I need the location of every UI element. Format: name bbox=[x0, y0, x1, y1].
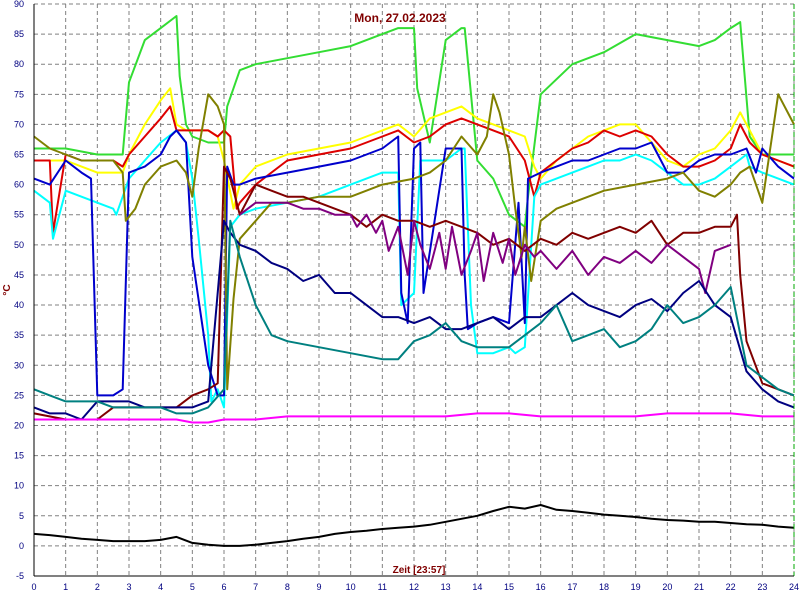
x-tick-label: 17 bbox=[567, 582, 577, 592]
y-tick-label: 40 bbox=[14, 300, 24, 310]
x-tick-label: 20 bbox=[662, 582, 672, 592]
x-tick-label: 1 bbox=[63, 582, 68, 592]
y-tick-label: 85 bbox=[14, 29, 24, 39]
tick-labels: 0 1 2 3 4 5 6 7 8 9 10 11 12 13 14 15 16 17 18 19 20 21 22 23 24… bbox=[14, 0, 799, 592]
y-axis-label: °C bbox=[2, 284, 13, 295]
x-tick-label: 14 bbox=[472, 582, 482, 592]
series-line-10 bbox=[34, 412, 794, 424]
x-tick-label: 6 bbox=[221, 582, 226, 592]
x-tick-label: 13 bbox=[441, 582, 451, 592]
series-line-0 bbox=[34, 15, 794, 228]
x-axis-label: Zeit [23:57] bbox=[393, 565, 446, 576]
series-line-5 bbox=[33, 93, 795, 391]
series-line-7 bbox=[239, 201, 732, 294]
series-line-4 bbox=[33, 129, 795, 397]
y-tick-label: 75 bbox=[14, 89, 24, 99]
x-tick-label: 23 bbox=[757, 582, 767, 592]
x-tick-label: 18 bbox=[599, 582, 609, 592]
y-tick-label: 70 bbox=[14, 119, 24, 129]
x-tick-label: 12 bbox=[409, 582, 419, 592]
x-tick-label: 24 bbox=[789, 582, 799, 592]
series-line-11 bbox=[33, 504, 795, 547]
x-tick-label: 21 bbox=[694, 582, 704, 592]
y-tick-label: -5 bbox=[16, 571, 24, 581]
series-line-9 bbox=[33, 219, 795, 415]
x-tick-label: 8 bbox=[285, 582, 290, 592]
series-line-1 bbox=[34, 87, 795, 210]
y-tick-label: 55 bbox=[14, 210, 24, 220]
x-tick-label: 19 bbox=[631, 582, 641, 592]
chart-title: Mon, 27.02.2023 bbox=[354, 11, 446, 25]
y-tick-label: 30 bbox=[14, 360, 24, 370]
y-tick-label: 45 bbox=[14, 270, 24, 280]
y-tick-label: 35 bbox=[14, 330, 24, 340]
x-tick-label: 2 bbox=[95, 582, 100, 592]
y-tick-label: 80 bbox=[14, 59, 24, 69]
x-tick-label: 15 bbox=[504, 582, 514, 592]
x-tick-label: 10 bbox=[346, 582, 356, 592]
y-tick-label: 15 bbox=[14, 451, 24, 461]
y-tick-label: 10 bbox=[14, 481, 24, 491]
y-tick-label: 90 bbox=[14, 0, 24, 9]
x-tick-label: 9 bbox=[316, 582, 321, 592]
x-tick-label: 0 bbox=[31, 582, 36, 592]
y-tick-label: 25 bbox=[14, 390, 24, 400]
y-tick-label: 60 bbox=[14, 180, 24, 190]
y-tick-label: 5 bbox=[19, 511, 24, 521]
series-line-2 bbox=[34, 105, 795, 234]
y-tick-label: 65 bbox=[14, 150, 24, 160]
x-tick-label: 4 bbox=[158, 582, 163, 592]
x-tick-label: 5 bbox=[190, 582, 195, 592]
x-tick-label: 11 bbox=[378, 582, 387, 592]
y-tick-label: 0 bbox=[19, 541, 24, 551]
x-tick-label: 3 bbox=[126, 582, 131, 592]
x-tick-label: 16 bbox=[536, 582, 546, 592]
axes bbox=[33, 4, 795, 577]
series-line-3 bbox=[33, 129, 795, 409]
x-tick-label: 7 bbox=[253, 582, 258, 592]
x-tick-label: 22 bbox=[726, 582, 736, 592]
y-tick-label: 20 bbox=[14, 420, 24, 430]
y-tick-label: 50 bbox=[14, 240, 24, 250]
series-layer bbox=[33, 15, 795, 547]
